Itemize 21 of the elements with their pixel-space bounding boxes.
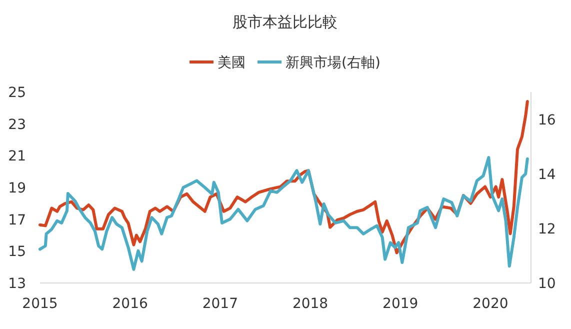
y2-tick-label: 16 [538,112,556,128]
x-tick-label: 2016 [112,296,148,312]
y-tick-label: 19 [8,180,26,196]
y-tick-label: 25 [8,85,26,101]
y-tick-label: 23 [8,116,26,133]
y2-tick-label: 14 [538,166,556,183]
chart-title: 股市本益比比較 [232,13,338,31]
x-tick-label: 2017 [202,296,238,312]
y-tick-label: 21 [8,148,26,165]
x-tick-label: 2018 [292,296,328,312]
y2-tick-label: 12 [538,221,556,238]
legend-label: 新興市場(右軸) [286,55,380,71]
x-tick-label: 2015 [22,296,58,312]
y-tick-label: 17 [8,212,26,228]
legend-label: 美國 [218,55,246,71]
y-tick-label: 15 [8,244,26,260]
y2-tick-label: 10 [538,276,556,292]
x-tick-label: 2020 [472,296,508,312]
x-tick-label: 2019 [382,296,418,312]
y-tick-label: 13 [8,276,26,292]
line-series [38,156,529,271]
